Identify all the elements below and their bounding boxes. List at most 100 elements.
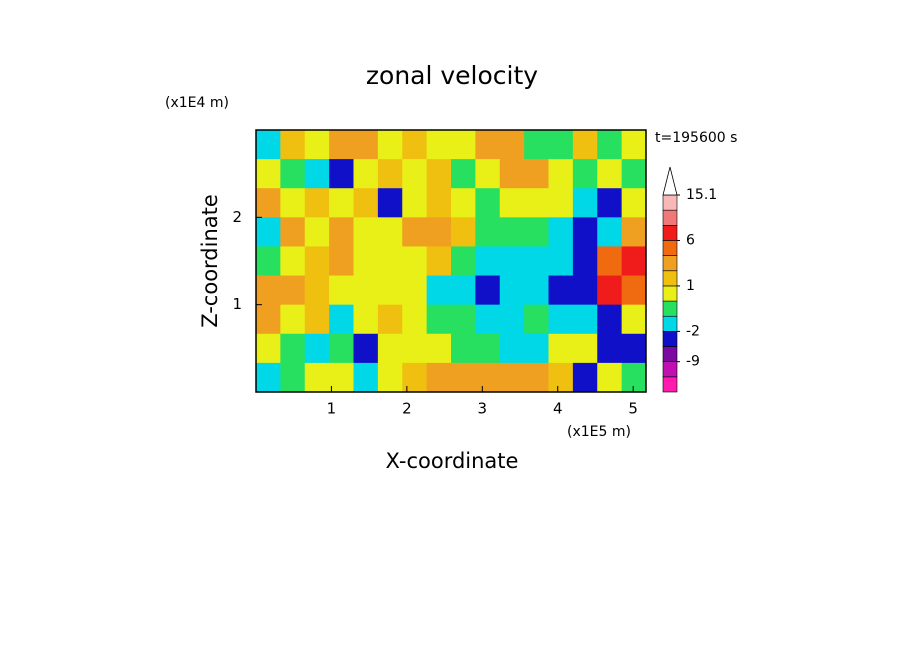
- colorbar-box: [662, 225, 678, 241]
- contour-cell: [572, 188, 598, 218]
- colorbar-box: [662, 300, 678, 317]
- contour-cell: [280, 275, 306, 306]
- contour-cell: [524, 188, 549, 218]
- contour-cell: [621, 304, 647, 335]
- contour-cell: [572, 217, 598, 247]
- contour-cell: [402, 130, 428, 160]
- contour-cell: [329, 130, 354, 160]
- contour-cell: [548, 246, 574, 277]
- contour-cell: [353, 188, 379, 218]
- contour-cell: [475, 275, 501, 306]
- contour-cell: [597, 159, 623, 189]
- contour-cell: [377, 188, 403, 218]
- contour-cell: [451, 246, 476, 277]
- contour-cell: [524, 130, 549, 160]
- contour-cell: [524, 333, 549, 364]
- contour-cell: [572, 159, 598, 189]
- contour-cell: [402, 217, 428, 247]
- x-tick-label: 4: [553, 400, 563, 418]
- x-tick-label: 1: [327, 400, 337, 418]
- contour-cell: [353, 217, 379, 247]
- contour-cell: [475, 159, 501, 189]
- y-unit: (x1E4 m): [165, 95, 229, 111]
- y-tick-label: 2: [232, 208, 242, 226]
- colorbar-box: [662, 270, 678, 287]
- colorbar-box: [662, 285, 678, 302]
- contour-cell: [621, 333, 647, 364]
- contour-cell: [256, 275, 281, 306]
- contour-cell: [572, 333, 598, 364]
- colorbar-tick-label: 6: [686, 232, 695, 248]
- contour-cell: [499, 130, 525, 160]
- contour-cell: [304, 217, 330, 247]
- contour-cell: [475, 333, 501, 364]
- contour-cell: [572, 130, 598, 160]
- contour-cell: [548, 217, 574, 247]
- colorbar-box: [662, 331, 678, 347]
- contour-cell: [548, 304, 574, 335]
- contour-cell: [304, 275, 330, 306]
- contour-cell: [329, 217, 354, 247]
- contour-cell: [451, 130, 476, 160]
- colorbar-box: [662, 361, 678, 378]
- contour-cell: [402, 246, 428, 277]
- contour-cell: [280, 246, 306, 277]
- contour-cell: [377, 217, 403, 247]
- contour-cell: [621, 130, 647, 160]
- colorbar-box: [662, 255, 678, 272]
- contour-cell: [353, 159, 379, 189]
- contour-cell: [402, 159, 428, 189]
- chart-title: zonal velocity: [366, 61, 538, 90]
- contour-cell: [353, 275, 379, 306]
- contour-cell: [475, 217, 501, 247]
- contour-cell: [256, 304, 281, 335]
- contour-cell: [451, 159, 476, 189]
- contour-cell: [572, 362, 598, 393]
- contour-cell: [499, 362, 525, 393]
- contour-cell: [329, 159, 354, 189]
- contour-cell: [426, 362, 452, 393]
- contour-cell: [426, 304, 452, 335]
- annotation: t=195600 s: [655, 130, 737, 146]
- x-unit: (x1E5 m): [567, 424, 631, 440]
- contour-cell: [621, 275, 647, 306]
- contour-cell: [451, 333, 476, 364]
- contour-cell: [548, 188, 574, 218]
- contour-cell: [597, 246, 623, 277]
- contour-cell: [499, 246, 525, 277]
- contour-cell: [621, 246, 647, 277]
- contour-cell: [377, 159, 403, 189]
- contour-cell: [329, 304, 354, 335]
- contour-cell: [377, 304, 403, 335]
- contour-cell: [499, 304, 525, 335]
- contour-cell: [256, 217, 281, 247]
- contour-cell: [280, 159, 306, 189]
- contour-cell: [597, 304, 623, 335]
- contour-cell: [426, 275, 452, 306]
- contour-cell: [621, 188, 647, 218]
- contour-cell: [353, 304, 379, 335]
- contour-cell: [329, 362, 354, 393]
- contour-cell: [548, 159, 574, 189]
- contour-cell: [329, 188, 354, 218]
- contour-cell: [256, 188, 281, 218]
- contour-cell: [548, 333, 574, 364]
- contour-cell: [377, 130, 403, 160]
- contour-cell: [524, 159, 549, 189]
- colorbar-tick-label: 1: [686, 278, 695, 294]
- contour-cell: [451, 217, 476, 247]
- contour-cell: [280, 130, 306, 160]
- contour-cell: [304, 333, 330, 364]
- contour-cell: [256, 362, 281, 393]
- contour-cell: [329, 333, 354, 364]
- contour-cell: [451, 304, 476, 335]
- contour-cell: [280, 188, 306, 218]
- contour-cell: [256, 159, 281, 189]
- contour-cell: [353, 246, 379, 277]
- contour-cell: [499, 159, 525, 189]
- contour-cell: [329, 246, 354, 277]
- colorbar-tick-label: -2: [686, 323, 700, 339]
- contour-cell: [426, 333, 452, 364]
- contour-cell: [548, 130, 574, 160]
